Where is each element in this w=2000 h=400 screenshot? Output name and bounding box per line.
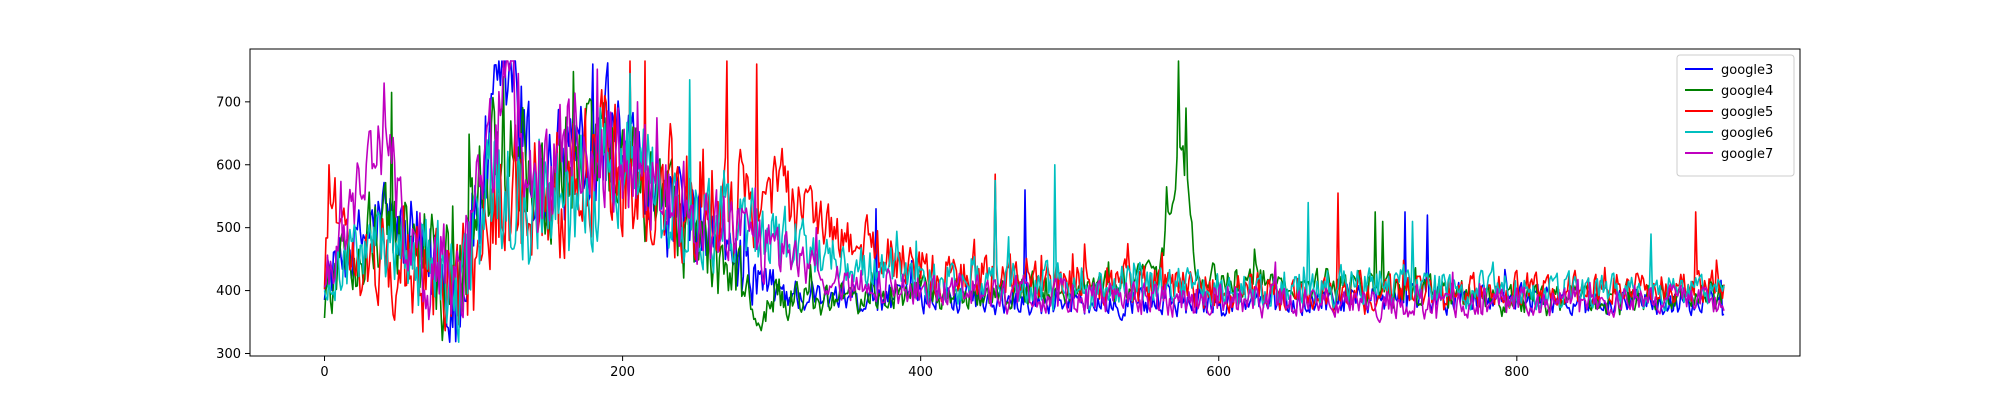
y-tick-label: 300	[216, 347, 241, 362]
x-tick-label: 400	[908, 365, 933, 380]
legend-label-google3: google3	[1721, 63, 1773, 78]
series-lines	[323, 60, 1725, 343]
legend-label-google7: google7	[1721, 147, 1773, 162]
y-tick-label: 700	[216, 95, 241, 110]
y-tick-label: 400	[216, 284, 241, 299]
x-tick-label: 800	[1504, 365, 1529, 380]
y-tick-label: 500	[216, 221, 241, 236]
x-tick-label: 0	[320, 365, 328, 380]
legend-label-google4: google4	[1721, 84, 1773, 99]
plot-frame	[249, 48, 1801, 357]
legend: google3 google4 google5 google6 google7	[1676, 54, 1795, 177]
x-tick-label: 600	[1206, 365, 1231, 380]
legend-box	[1676, 54, 1795, 177]
x-tick-label: 200	[610, 365, 635, 380]
series-line-google6	[323, 72, 1725, 343]
legend-label-google6: google6	[1721, 126, 1773, 141]
legend-label-google5: google5	[1721, 105, 1773, 120]
y-tick-label: 600	[216, 158, 241, 173]
axes: 0 200 400 600 800 300 400 500 600 700	[216, 48, 1801, 380]
series-line-google7	[323, 60, 1725, 324]
